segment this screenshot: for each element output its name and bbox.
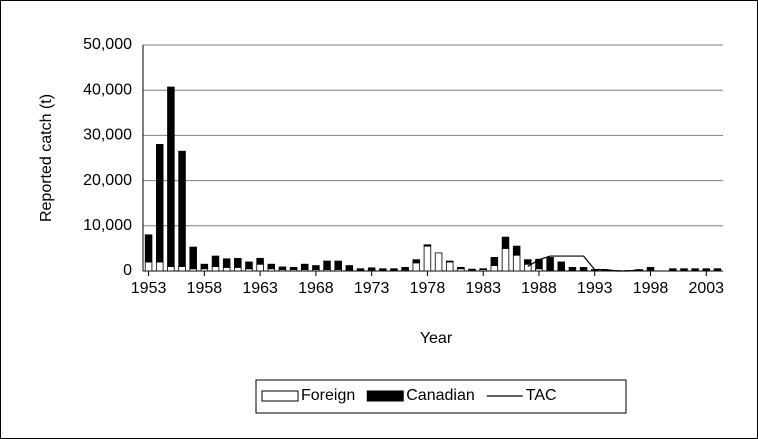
legend-label: TAC xyxy=(526,387,557,404)
bar-segment xyxy=(189,246,197,270)
x-tick-label: 2003 xyxy=(688,280,724,297)
bar-segment xyxy=(702,268,711,272)
bar-segment xyxy=(401,266,409,271)
x-tick-label: 1953 xyxy=(131,280,167,297)
tac-line xyxy=(527,255,640,272)
bar-segment xyxy=(155,144,164,263)
bar-segment xyxy=(211,255,220,267)
bar-segment xyxy=(445,261,454,272)
y-tick-label: 10,000 xyxy=(83,217,132,234)
x-tick-label: 1968 xyxy=(298,280,334,297)
bar-segment xyxy=(367,267,376,271)
bar-segment xyxy=(245,261,253,270)
bar-segment xyxy=(379,268,387,271)
bar-segment xyxy=(178,150,186,267)
bar-segment xyxy=(167,86,175,267)
bar-segment xyxy=(434,252,443,272)
bar-segment xyxy=(412,262,421,272)
x-tick-label: 1983 xyxy=(465,280,501,297)
x-tick-label: 1988 xyxy=(521,280,557,297)
bar-segment xyxy=(713,268,722,272)
bar-segment xyxy=(468,268,476,271)
y-tick-label: 50,000 xyxy=(83,36,132,53)
bar-segment xyxy=(155,261,164,272)
bar-segment xyxy=(334,260,342,271)
bar-segment xyxy=(546,257,554,272)
bar-segment xyxy=(501,236,510,249)
bar-segment xyxy=(680,268,688,272)
x-tick-label: 1993 xyxy=(577,280,613,297)
bar-segment xyxy=(211,266,220,272)
bar-segment xyxy=(200,263,209,270)
bar-segment xyxy=(256,257,264,265)
legend-label: Foreign xyxy=(301,387,355,404)
bar-segment xyxy=(501,247,510,272)
bar-segment xyxy=(490,265,499,272)
bar-segment xyxy=(356,268,365,271)
bar-segment xyxy=(691,268,699,272)
y-tick-label: 0 xyxy=(123,262,132,279)
bar-segment xyxy=(167,266,175,272)
bar-segment xyxy=(669,268,677,272)
legend-swatch xyxy=(366,390,404,402)
bar-segment xyxy=(312,265,320,271)
bar-segment xyxy=(267,263,276,270)
y-axis-label: Reported catch (t) xyxy=(38,94,55,222)
bar-segment xyxy=(222,258,231,268)
bar-segment xyxy=(323,260,331,271)
bar-segment xyxy=(144,261,153,272)
bar-segment xyxy=(256,263,264,272)
bar-segment xyxy=(423,244,432,247)
bar-segment xyxy=(524,259,532,265)
x-axis-label: Year xyxy=(420,330,453,347)
x-tick-label: 1998 xyxy=(633,280,669,297)
x-tick-label: 1963 xyxy=(242,280,278,297)
bar-segment xyxy=(512,254,521,272)
bar-segment xyxy=(568,266,577,272)
bar-segment xyxy=(457,266,465,270)
legend-swatch xyxy=(261,390,299,402)
x-tick-label: 1958 xyxy=(187,280,223,297)
bar-segment xyxy=(512,245,521,256)
bar-segment xyxy=(390,268,398,271)
y-tick-label: 40,000 xyxy=(83,81,132,98)
y-tick-label: 20,000 xyxy=(83,172,132,189)
bar-segment xyxy=(234,266,242,272)
bar-segment xyxy=(278,266,287,271)
bar-segment xyxy=(646,266,655,272)
bar-segment xyxy=(144,234,153,263)
x-tick-label: 1978 xyxy=(410,280,446,297)
legend-box xyxy=(255,379,627,414)
bar-segment xyxy=(289,266,298,271)
x-tick-label: 1973 xyxy=(354,280,390,297)
legend-label: Canadian xyxy=(406,387,475,404)
bar-segment xyxy=(445,260,454,263)
bar-segment xyxy=(345,265,354,271)
bar-segment xyxy=(178,266,186,272)
bar-segment xyxy=(579,266,588,272)
bar-segment xyxy=(490,257,499,266)
bar-segment xyxy=(557,261,566,272)
bar-segment xyxy=(412,259,421,264)
y-tick-label: 30,000 xyxy=(83,127,132,144)
bar-segment xyxy=(479,268,487,271)
bar-segment xyxy=(300,263,309,271)
bar-segment xyxy=(423,245,432,272)
bar-segment xyxy=(234,257,242,268)
bar-segment xyxy=(222,266,231,272)
